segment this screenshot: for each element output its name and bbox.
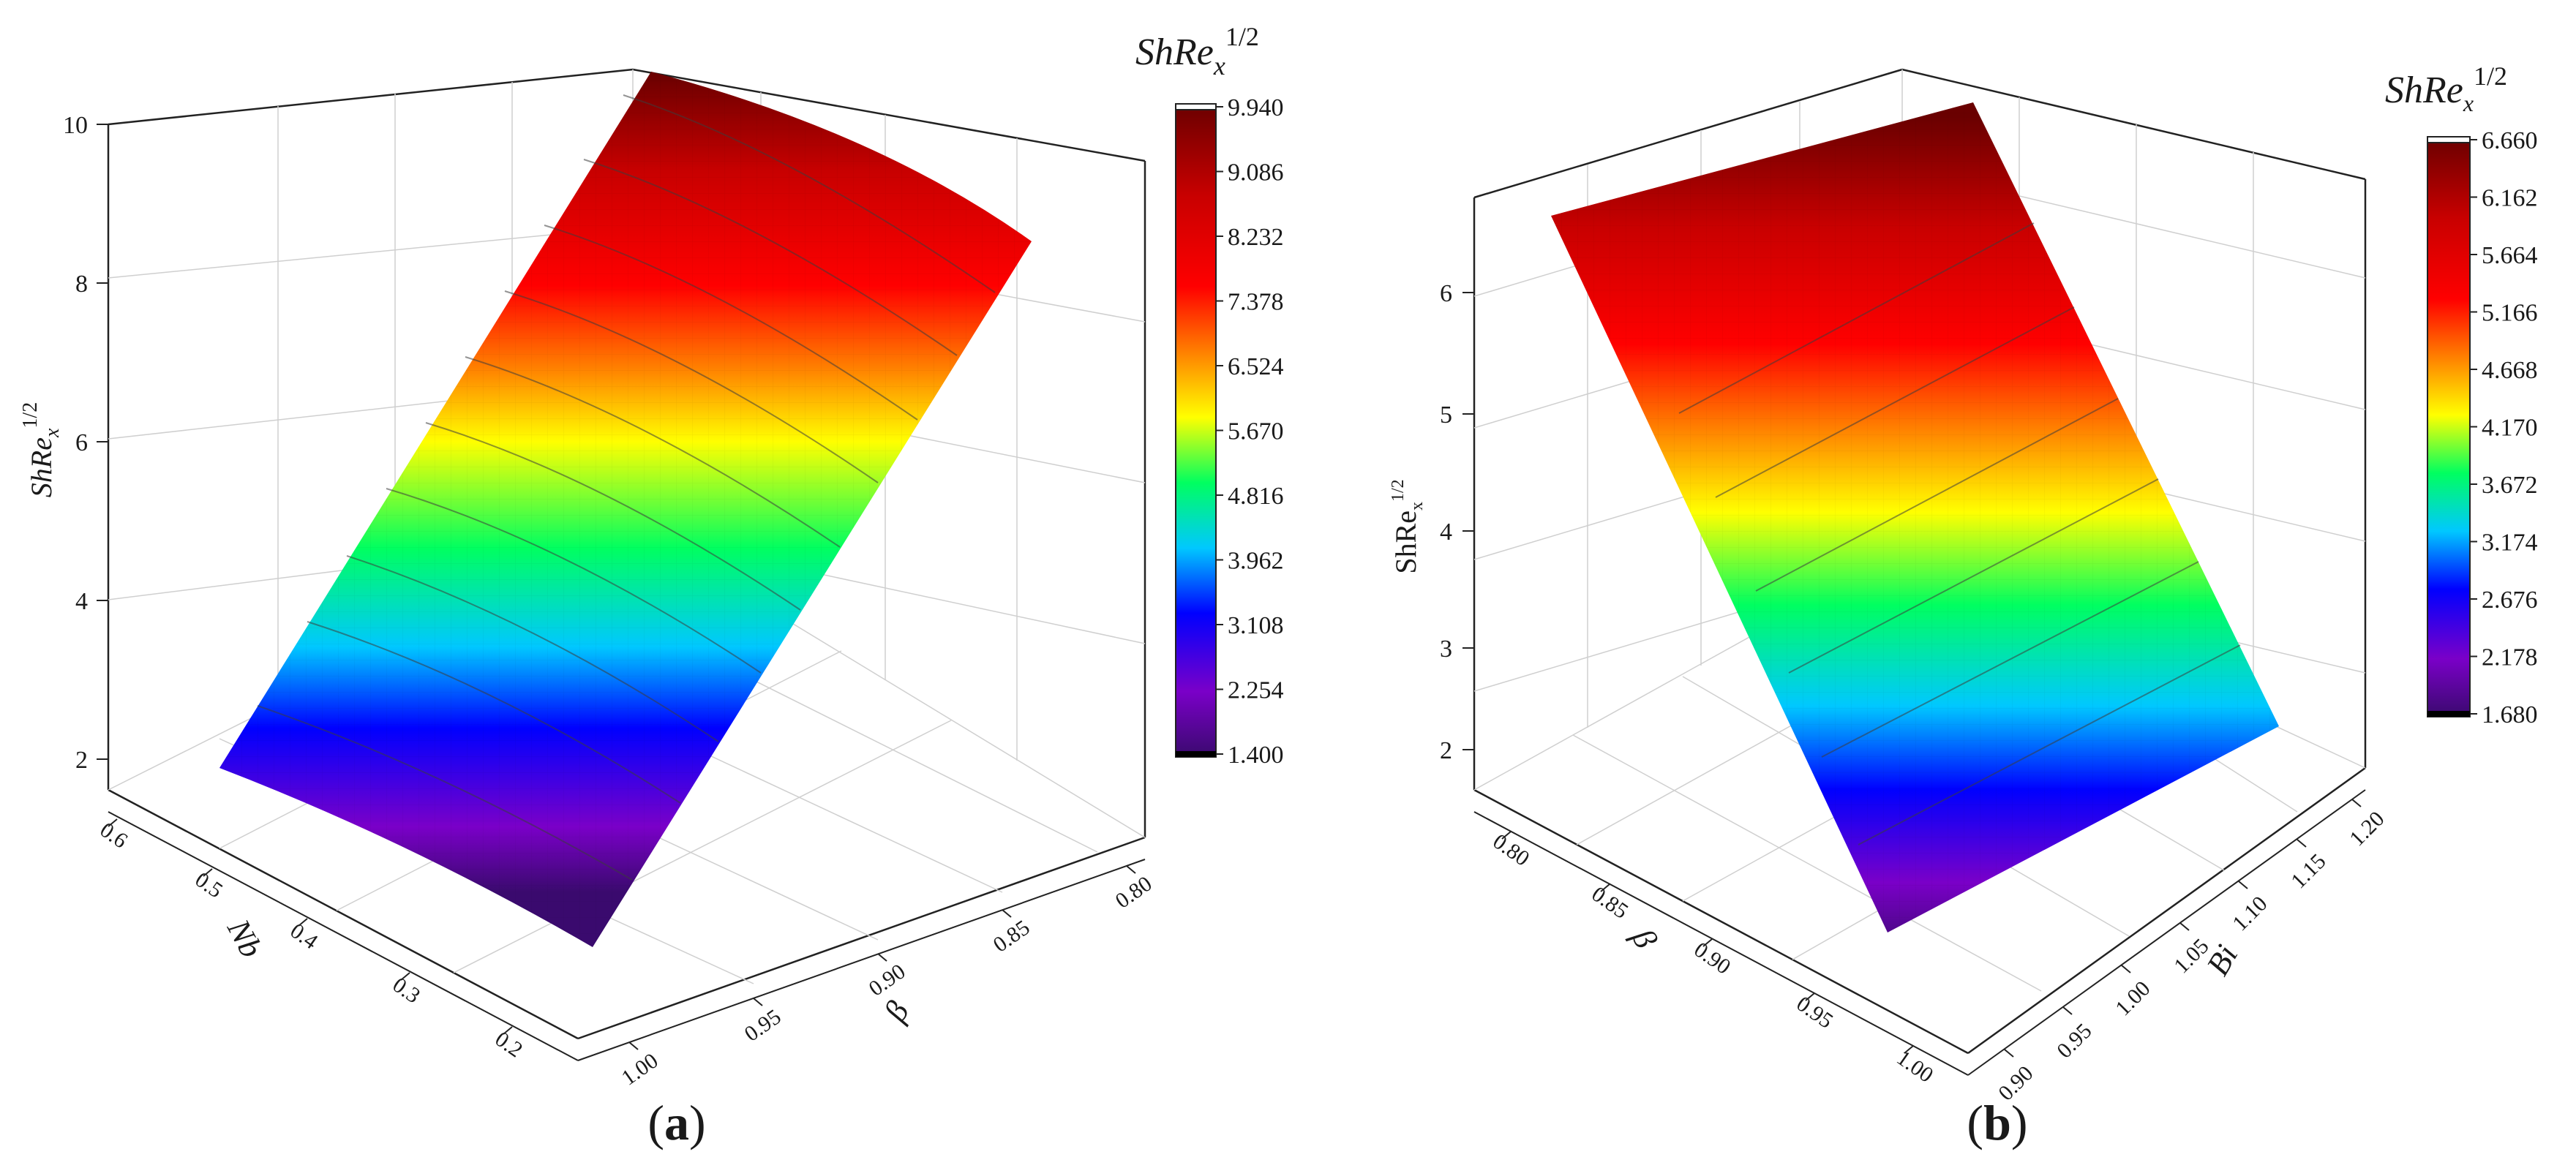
bi-tick-1: 0.95 [2052,1019,2096,1063]
beta-a-tick-2: 0.90 [865,960,910,1001]
panel-a-surface [219,72,1032,947]
cb-b-tick-label-10: 1.680 [2482,701,2538,728]
beta-b-axis-title: β [1625,922,1664,954]
cb-b-tick-label-5: 4.170 [2482,415,2538,442]
panel-a-contours [257,94,996,881]
beta-a-axis-title: β [876,995,916,1028]
beta-a-tick-1: 0.85 [989,916,1034,957]
bi-tick-5: 1.15 [2286,849,2330,893]
bi-tick-2: 1.00 [2111,976,2155,1020]
colorbar-b-bar [2427,136,2471,717]
z-tick-b-1: 5 [1440,402,1452,429]
cb-a-tick-label-7: 3.962 [1228,548,1284,575]
cb-b-tick-label-6: 3.672 [2482,472,2538,499]
beta-b-tick-0: 0.80 [1488,829,1533,871]
cb-a-tick-label-5: 5.670 [1228,418,1284,445]
panel-label-a: (a) [647,1095,705,1150]
cb-a-tick-label-2: 8.232 [1228,224,1284,251]
cb-b-tick-label-2: 5.664 [2482,242,2538,269]
beta-b-tick-1: 0.85 [1587,882,1632,924]
beta-a-tick-4: 1.00 [617,1049,663,1090]
z-axis-title-b: ShRex1/2 [1389,479,1427,573]
cb-b-tick-label-8: 2.676 [2482,587,2538,614]
panel-label-b: (b) [1967,1095,2027,1150]
cb-b-tick-label-1: 6.162 [2482,185,2538,212]
beta-b-tick-3: 0.95 [1792,992,1837,1033]
colorbar-a-title: ShRex1/2 [1135,22,1259,80]
z-tick-a-2: 6 [75,429,88,456]
cb-a-tick-label-6: 4.816 [1228,483,1284,510]
bi-tick-4: 1.10 [2228,892,2272,935]
nb-tick-3: 0.3 [388,973,425,1009]
panel-b: 6 5 4 3 2 ShRex1/2 0.80 0.85 0.90 0.95 1… [1389,61,2538,1150]
z-tick-a-0: 10 [63,112,88,139]
nb-tick-1: 0.5 [191,867,228,903]
colorbar-b-title: ShRex1/2 [2385,61,2507,116]
cb-a-tick-label-10: 1.400 [1228,742,1284,769]
cb-a-tick-label-1: 9.086 [1228,159,1284,186]
z-tick-a-1: 8 [75,271,88,298]
z-tick-b-3: 3 [1440,636,1452,663]
nb-tick-4: 0.2 [491,1027,527,1063]
panel-b-contours [1678,222,2241,845]
z-tick-b-2: 4 [1440,519,1452,546]
z-axis-title-a: ShRex1/2 [19,402,64,497]
z-tick-b-0: 6 [1440,280,1452,307]
panel-a-right-axis: 1.00 0.95 0.90 0.85 0.80 β [577,859,1157,1090]
cb-b-tick-label-3: 5.166 [2482,300,2538,327]
z-tick-a-3: 4 [75,588,88,615]
cb-a-tick-label-0: 9.940 [1228,94,1284,121]
cb-b-tick-label-9: 2.178 [2482,644,2538,671]
colorbar-a-bar [1175,103,1217,758]
cb-a-tick-label-9: 2.254 [1228,677,1284,704]
cb-b-tick-label-7: 3.174 [2482,530,2538,557]
cb-a-tick-label-8: 3.108 [1228,612,1284,639]
colorbar-b-ticks: 6.660 6.162 5.664 5.166 4.668 4.170 3.672 3.174… [2470,127,2538,728]
beta-b-tick-4: 1.00 [1892,1046,1937,1088]
cb-a-tick-label-4: 6.524 [1228,353,1284,380]
panel-a: 10 8 6 4 2 ShRex1/2 0.6 0.5 0.4 0.3 0.2 … [19,22,1284,1150]
beta-b-tick-2: 0.90 [1689,938,1735,979]
cb-a-tick-label-3: 7.378 [1228,289,1284,316]
beta-a-tick-3: 0.95 [740,1005,786,1047]
beta-a-tick-0: 0.80 [1111,872,1157,913]
nb-axis-title: Nb [220,913,270,963]
panel-a-box [107,68,1146,1040]
panel-b-z-axis: 6 5 4 3 2 ShRex1/2 [1389,280,1474,764]
z-tick-b-4: 2 [1440,737,1452,764]
bi-tick-6: 1.20 [2345,807,2389,851]
panel-a-colorbar: 9.940 9.086 8.232 7.378 6.524 5.670 4.816 3.962… [1135,22,1284,769]
nb-tick-0: 0.6 [96,818,132,854]
z-tick-a-4: 2 [75,747,88,774]
nb-tick-2: 0.4 [286,919,323,954]
panel-b-surface [1551,102,2279,932]
cb-b-tick-label-0: 6.660 [2482,127,2538,154]
panel-a-z-axis: 10 8 6 4 2 ShRex1/2 [19,112,108,774]
cb-b-tick-label-4: 4.668 [2482,357,2538,384]
panel-b-colorbar: 6.660 6.162 5.664 5.166 4.668 4.170 3.672 3.174… [2385,61,2538,728]
colorbar-a-ticks: 9.940 9.086 8.232 7.378 6.524 5.670 4.816 3.962… [1216,94,1284,769]
